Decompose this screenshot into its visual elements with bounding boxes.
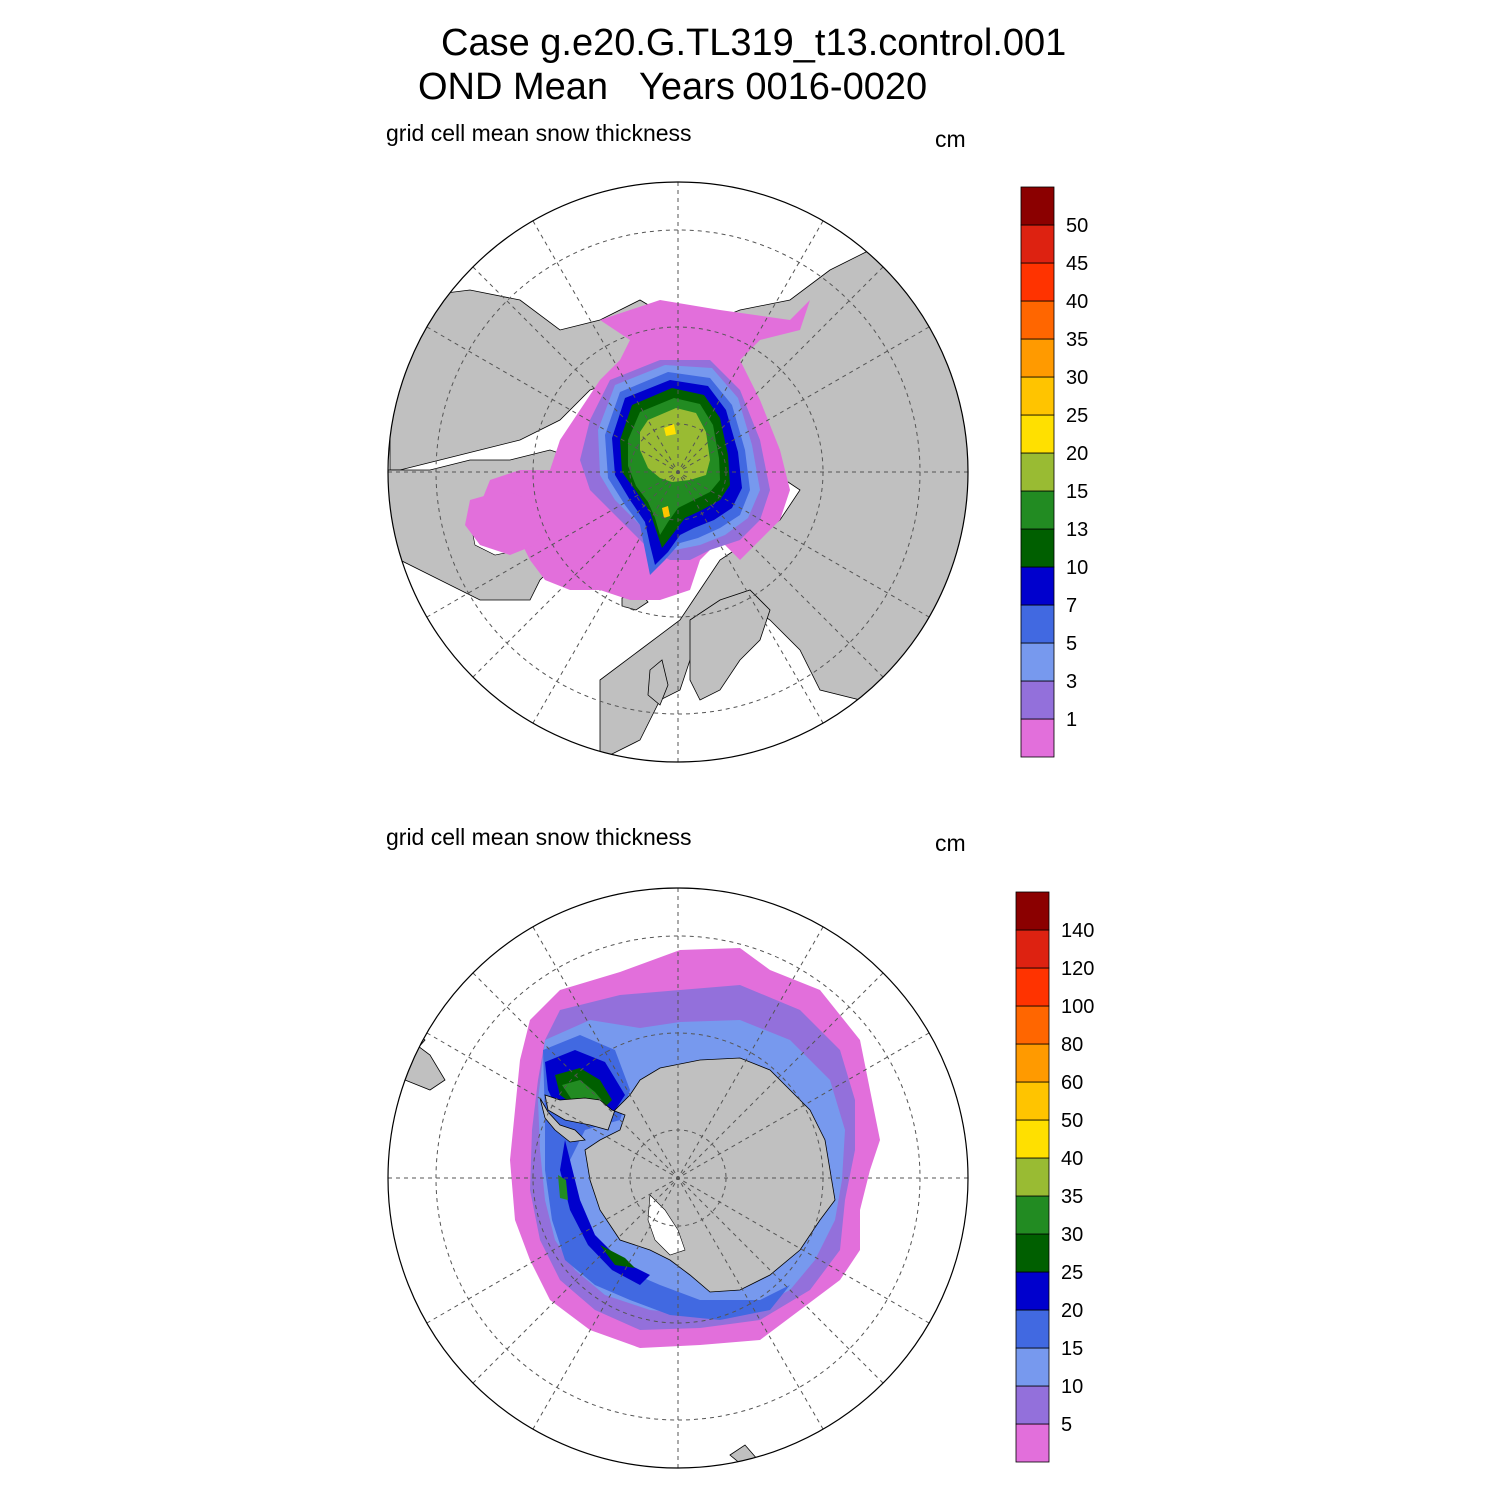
north-colorbar-tick-label: 15 [1066, 481, 1088, 503]
plot-title-line-1: Case g.e20.G.TL319_t13.control.001 [441, 22, 1067, 64]
north-colorbar-box-7 [1020, 452, 1055, 492]
south-graticule [388, 888, 968, 1468]
north-colorbar-box-6 [1020, 490, 1055, 530]
south-map-content [388, 888, 968, 1468]
north-colorbar-tick-label: 40 [1066, 291, 1088, 313]
south-colorbar-tick-label: 100 [1061, 996, 1094, 1018]
south-colorbar-tick-label: 50 [1061, 1110, 1083, 1132]
south-colorbar-tick-label: 5 [1061, 1414, 1072, 1436]
north-colorbar-tick-label: 7 [1066, 595, 1077, 617]
north-colorbar-box-10 [1020, 338, 1055, 378]
north-ice-yellow-spot [664, 424, 676, 436]
north-colorbar-tick-label: 20 [1066, 443, 1088, 465]
north-colorbar-tick-label: 50 [1066, 215, 1088, 237]
north-colorbar-tick-label: 45 [1066, 253, 1088, 275]
north-land-europe [689, 589, 771, 701]
south-colorbar-tick-label: 140 [1061, 920, 1094, 942]
north-colorbar-tick-label: 25 [1066, 405, 1088, 427]
north-colorbar-tick-label: 10 [1066, 557, 1088, 579]
south-colorbar-tick-label: 30 [1061, 1224, 1083, 1246]
south-colorbar-tick-label: 35 [1061, 1186, 1083, 1208]
north-colorbar-box-11 [1020, 300, 1055, 340]
south-colorbar-tick-label: 60 [1061, 1072, 1083, 1094]
north-colorbar-tick-label: 35 [1066, 329, 1088, 351]
north-ice-pink-hudson [465, 490, 545, 555]
north-panel-variable-label: grid cell mean snow thickness [386, 120, 692, 146]
south-panel-variable-label: grid cell mean snow thickness [386, 824, 692, 850]
north-colorbar-box-5 [1020, 528, 1055, 568]
north-colorbar-tick-label: 30 [1066, 367, 1088, 389]
south-colorbar-box-1 [1015, 1385, 1050, 1425]
north-colorbar-box-0 [1020, 718, 1055, 758]
north-polar-map [387, 181, 969, 763]
north-colorbar-box-14 [1020, 186, 1055, 226]
south-colorbar-box-3 [1015, 1309, 1050, 1349]
north-colorbar-tick-label: 5 [1066, 633, 1077, 655]
south-land-peninsula [539, 1097, 586, 1143]
north-colorbar-box-1 [1020, 680, 1055, 720]
north-ice-orange-spot [662, 506, 670, 518]
south-colorbar-box-2 [1015, 1347, 1050, 1387]
north-colorbar-box-12 [1020, 262, 1055, 302]
south-colorbar: 5 10 15 20 25 30 35 40 50 60 80 100 120 140 [1015, 891, 1094, 1463]
north-land-uk [647, 659, 669, 706]
south-colorbar-tick-label: 10 [1061, 1376, 1083, 1398]
north-colorbar-box-8 [1020, 414, 1055, 454]
south-colorbar-box-4 [1015, 1271, 1050, 1311]
north-colorbar-tick-label: 13 [1066, 519, 1088, 541]
north-colorbar-tick-label: 1 [1066, 709, 1077, 731]
south-colorbar-box-7 [1015, 1157, 1050, 1197]
south-colorbar-tick-label: 80 [1061, 1034, 1083, 1056]
south-colorbar-box-12 [1015, 967, 1050, 1007]
south-colorbar-box-5 [1015, 1233, 1050, 1273]
south-colorbar-tick-label: 40 [1061, 1148, 1083, 1170]
north-colorbar-box-3 [1020, 604, 1055, 644]
south-colorbar-box-8 [1015, 1119, 1050, 1159]
south-polar-map [387, 887, 969, 1469]
north-panel-units-label: cm [935, 126, 966, 152]
south-colorbar-tick-label: 20 [1061, 1300, 1083, 1322]
south-panel-units-label: cm [935, 830, 966, 856]
south-colorbar-box-11 [1015, 1005, 1050, 1045]
south-colorbar-box-6 [1015, 1195, 1050, 1235]
south-colorbar-box-14 [1015, 891, 1050, 931]
north-map-content [388, 182, 968, 762]
north-map-border [387, 181, 969, 763]
south-land-antarctica [544, 1057, 836, 1293]
south-colorbar-box-13 [1015, 929, 1050, 969]
plot-title-line-2: OND Mean Years 0016-0020 [418, 66, 928, 108]
south-colorbar-tick-label: 120 [1061, 958, 1094, 980]
north-graticule [388, 182, 968, 762]
north-colorbar-box-2 [1020, 642, 1055, 682]
north-colorbar-box-13 [1020, 224, 1055, 264]
south-map-border [387, 887, 969, 1469]
south-colorbar-box-0 [1015, 1423, 1050, 1463]
north-colorbar-tick-label: 3 [1066, 671, 1077, 693]
north-colorbar-box-4 [1020, 566, 1055, 606]
south-colorbar-tick-label: 15 [1061, 1338, 1083, 1360]
south-colorbar-tick-label: 25 [1061, 1262, 1083, 1284]
south-colorbar-box-10 [1015, 1043, 1050, 1083]
south-ross-ice-shelf [647, 1194, 686, 1256]
north-colorbar-box-9 [1020, 376, 1055, 416]
south-colorbar-box-9 [1015, 1081, 1050, 1121]
